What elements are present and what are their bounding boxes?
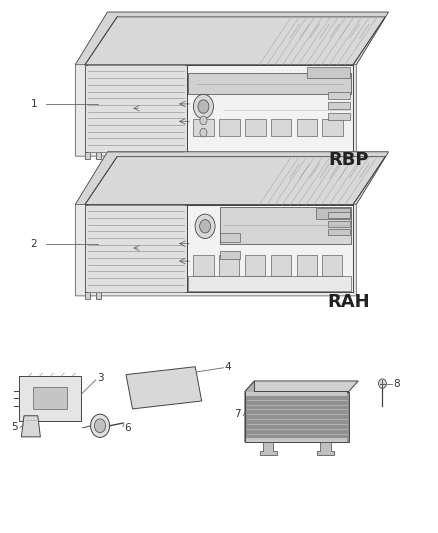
Polygon shape: [85, 292, 90, 298]
Polygon shape: [307, 67, 350, 78]
Polygon shape: [95, 152, 101, 159]
Polygon shape: [194, 255, 214, 276]
Polygon shape: [188, 276, 351, 290]
Polygon shape: [322, 119, 343, 136]
Polygon shape: [245, 381, 254, 442]
Polygon shape: [219, 119, 240, 136]
Polygon shape: [260, 442, 277, 455]
Polygon shape: [271, 119, 291, 136]
Polygon shape: [297, 255, 317, 276]
Text: 7: 7: [234, 409, 241, 419]
Polygon shape: [85, 157, 385, 205]
Text: RBP: RBP: [328, 151, 369, 169]
Polygon shape: [245, 392, 349, 442]
Polygon shape: [271, 255, 291, 276]
Circle shape: [198, 100, 209, 113]
Text: 6: 6: [124, 423, 131, 433]
Polygon shape: [328, 102, 350, 109]
Polygon shape: [194, 119, 214, 136]
Circle shape: [195, 214, 215, 238]
Text: 5: 5: [11, 422, 18, 432]
Polygon shape: [220, 251, 240, 260]
Text: RAH: RAH: [328, 293, 370, 311]
Polygon shape: [328, 92, 350, 99]
Polygon shape: [126, 367, 202, 409]
Polygon shape: [75, 152, 389, 296]
Polygon shape: [317, 208, 350, 219]
Polygon shape: [33, 387, 67, 409]
Polygon shape: [246, 438, 347, 442]
Polygon shape: [75, 152, 389, 205]
Polygon shape: [328, 221, 350, 227]
Polygon shape: [95, 292, 101, 298]
Polygon shape: [245, 381, 358, 392]
Circle shape: [91, 414, 110, 438]
Polygon shape: [85, 152, 90, 159]
Text: 3: 3: [97, 373, 104, 383]
Polygon shape: [75, 12, 389, 64]
Text: 8: 8: [393, 378, 399, 389]
Polygon shape: [317, 442, 334, 455]
Polygon shape: [85, 17, 385, 64]
Polygon shape: [245, 119, 265, 136]
Circle shape: [95, 419, 106, 433]
Polygon shape: [220, 233, 240, 242]
Circle shape: [200, 128, 207, 137]
Polygon shape: [322, 255, 343, 276]
Polygon shape: [246, 392, 347, 395]
Polygon shape: [328, 212, 350, 218]
Polygon shape: [297, 119, 317, 136]
Polygon shape: [188, 74, 351, 94]
Text: 2: 2: [31, 239, 37, 249]
Text: 1: 1: [31, 99, 37, 109]
Polygon shape: [219, 255, 239, 276]
Polygon shape: [245, 255, 265, 276]
Circle shape: [378, 379, 386, 389]
Circle shape: [200, 116, 207, 125]
Polygon shape: [21, 416, 40, 437]
Polygon shape: [19, 376, 81, 421]
Polygon shape: [75, 12, 389, 156]
Circle shape: [194, 94, 213, 119]
Polygon shape: [85, 205, 187, 292]
Polygon shape: [328, 229, 350, 236]
Polygon shape: [187, 64, 353, 152]
Circle shape: [200, 220, 211, 233]
Polygon shape: [85, 64, 187, 152]
Polygon shape: [328, 112, 350, 119]
Polygon shape: [220, 207, 351, 244]
Text: 4: 4: [225, 362, 231, 372]
Polygon shape: [187, 205, 353, 292]
